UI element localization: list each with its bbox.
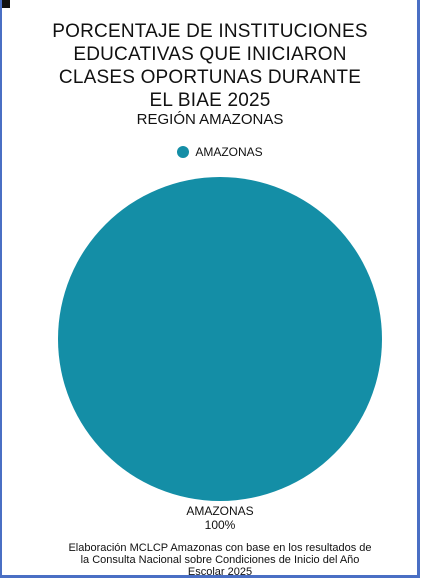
legend-swatch [177, 146, 190, 158]
chart-title-line: PORCENTAJE DE INSTITUCIONES [52, 21, 368, 42]
source-note: Elaboración MCLCP Amazonas con base en l… [20, 542, 420, 578]
chart-title-line: CLASES OPORTUNAS DURANTE [58, 67, 362, 88]
pie-slice-amazonas[interactable] [58, 177, 382, 501]
chart-title: PORCENTAJE DE INSTITUCIONES EDUCATIVAS Q… [10, 20, 410, 112]
slice-label: AMAZONAS [186, 504, 253, 518]
chart-legend[interactable]: AMAZONAS [0, 144, 428, 160]
source-note-line: Elaboración MCLCP Amazonas con base en l… [68, 542, 372, 554]
corner-artifact [2, 0, 10, 8]
source-note-line: Escolar 2025 [187, 566, 253, 578]
chart-title-line: EL BIAE 2025 [149, 90, 271, 111]
chart-title-line: EDUCATIVAS QUE INICIARON [73, 44, 347, 65]
pie-slices [58, 177, 382, 501]
source-note-line: la Consulta Nacional sobre Condiciones d… [80, 554, 360, 566]
chart-subtitle: REGIÓN AMAZONAS [136, 111, 284, 128]
slice-value-label: 100% [205, 518, 236, 532]
left-border [0, 0, 2, 578]
legend-label: AMAZONAS [195, 145, 263, 159]
